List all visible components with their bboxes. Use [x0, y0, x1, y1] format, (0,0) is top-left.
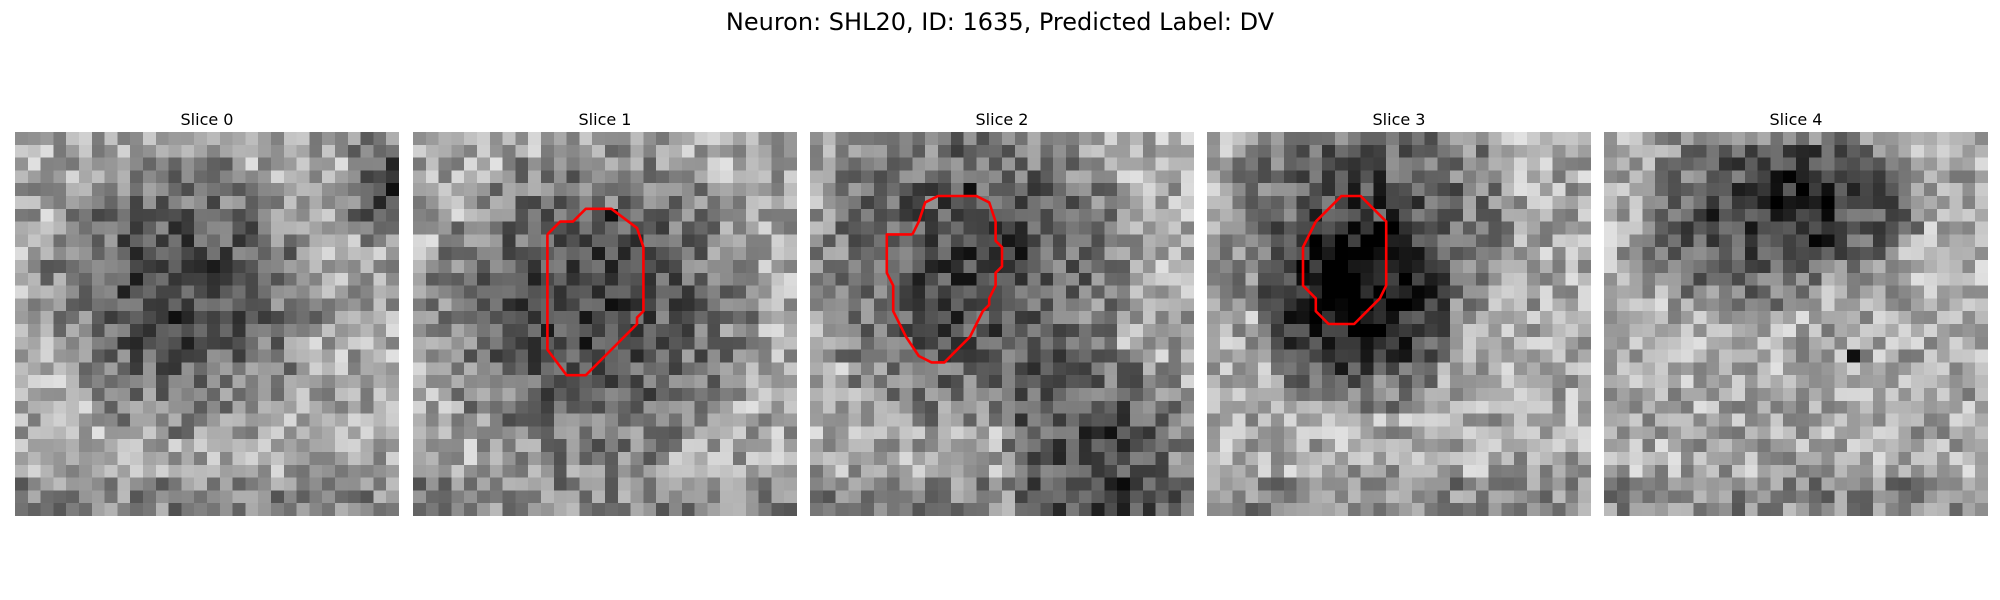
- slice-image-0: [15, 132, 399, 516]
- figure-title: Neuron: SHL20, ID: 1635, Predicted Label…: [725, 8, 1275, 36]
- roi-contour: [885, 194, 1004, 364]
- slice-title: Slice 3: [1372, 110, 1426, 129]
- slice-panel-4: Slice 4: [1604, 108, 1988, 516]
- slice-panel-1: Slice 1: [413, 108, 797, 516]
- slice-image-4: [1604, 132, 1988, 516]
- slice-image-3: [1207, 132, 1591, 516]
- slice-title: Slice 2: [975, 110, 1029, 129]
- roi-contour: [546, 207, 645, 377]
- slice-image-2: [810, 132, 1194, 516]
- slice-panel-0: Slice 0: [15, 108, 399, 516]
- roi-contour: [1301, 194, 1388, 326]
- slice-panel-3: Slice 3: [1207, 108, 1591, 516]
- slice-panel-2: Slice 2: [810, 108, 1194, 516]
- slice-title: Slice 1: [578, 110, 632, 129]
- slice-title: Slice 0: [180, 110, 234, 129]
- slice-title: Slice 4: [1769, 110, 1823, 129]
- slice-image-1: [413, 132, 797, 516]
